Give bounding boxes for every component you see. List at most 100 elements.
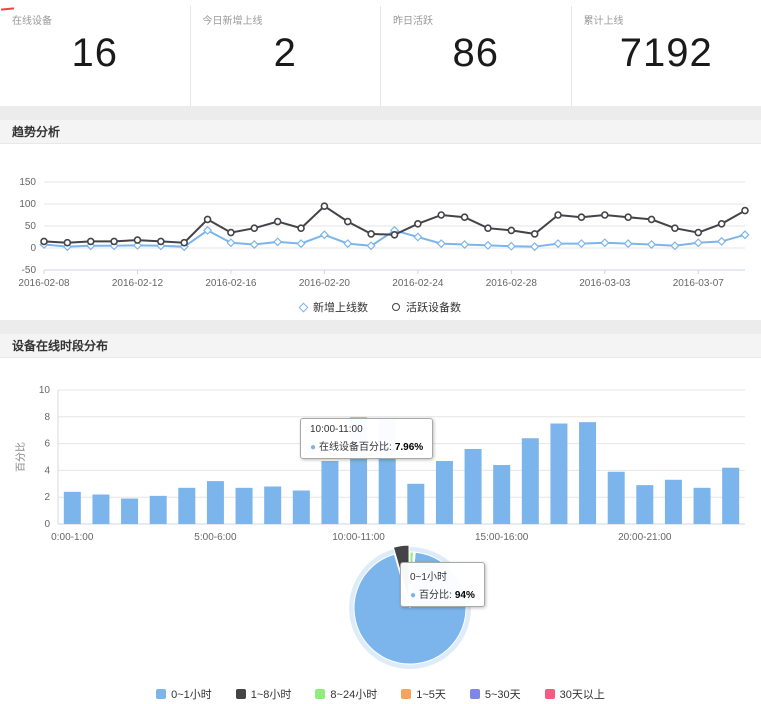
stat-card-total-online: 累计上线 7192 [572,6,761,106]
bar-1:00-2:00[interactable] [92,494,110,524]
pie-tooltip: 0~1小时 ● 百分比: 94% [400,562,485,607]
hours-bar-chart-area: 0 2 4 6 8 10 百分比 0:00-1:00 5:00-6:00 10:00-11:00 1… [0,358,761,544]
svg-text:-50: -50 [22,265,37,276]
section-divider [0,320,761,334]
bar-4:00-5:00[interactable] [178,487,196,524]
circle-marker-icon [392,303,400,311]
bar-7:00-8:00[interactable] [264,486,282,524]
svg-text:50: 50 [25,221,37,232]
legend-label: 30天以上 [559,689,605,701]
stat-card-active-yesterday: 昨日活跃 86 [381,6,572,106]
bar-5:00-6:00[interactable] [206,481,224,524]
bar-23:00-24:00[interactable] [722,467,740,524]
legend-label: 新增上线数 [313,302,368,314]
series-dot-icon: ● [410,590,417,601]
stat-label: 累计上线 [583,16,624,27]
svg-text:5:00-6:00: 5:00-6:00 [194,532,237,543]
stat-value: 2 [273,31,297,75]
bar-14:00-15:00[interactable] [464,448,482,524]
legend-swatch-icon [401,689,412,699]
svg-text:2016-03-03: 2016-03-03 [579,278,631,289]
svg-text:0: 0 [44,519,50,530]
svg-text:2016-02-16: 2016-02-16 [205,278,257,289]
legend-swatch-icon [469,689,480,699]
legend-item-新增上线数[interactable]: 新增上线数 [298,299,368,315]
hours-section-header: 设备在线时段分布 [0,334,761,358]
legend-swatch-icon [235,689,246,699]
bar-12:00-13:00[interactable] [407,483,425,524]
pie-legend-item-8~24小时[interactable]: 8~24小时 [315,686,377,702]
bar-15:00-16:00[interactable] [493,465,511,524]
legend-swatch-icon [315,689,326,699]
duration-pie-chart-area: 0~1小时 ● 百分比: 94% [0,544,761,684]
bar-2:00-3:00[interactable] [121,498,139,524]
stats-row: 在线设备 16 今日新增上线 2 昨日活跃 86 累计上线 7192 [0,6,761,106]
bar-19:00-20:00[interactable] [607,471,625,524]
bar-9:00-10:00[interactable] [321,461,339,524]
pie-legend-item-0~1小时[interactable]: 0~1小时 [156,686,212,702]
pie-legend-item-30天以上[interactable]: 30天以上 [544,686,605,702]
series-活跃设备数[interactable] [40,202,749,247]
svg-text:20:00-21:00: 20:00-21:00 [618,532,672,543]
stat-label: 在线设备 [12,16,52,27]
bar-18:00-19:00[interactable] [579,422,597,524]
series-dot-icon: ● [310,442,317,453]
stat-value: 7192 [619,31,713,75]
legend-label: 5~30天 [484,689,521,701]
svg-text:百分比: 百分比 [15,442,27,472]
pie-legend-item-1~8小时[interactable]: 1~8小时 [235,686,292,702]
diamond-marker-icon [298,302,309,312]
trend-legend: 新增上线数 活跃设备数 [0,294,761,320]
legend-label: 1~8小时 [250,689,292,701]
legend-label: 1~5天 [416,689,446,701]
svg-text:10: 10 [39,385,51,396]
bar-6:00-7:00[interactable] [235,487,253,524]
svg-text:2016-02-12: 2016-02-12 [112,278,164,289]
svg-text:8: 8 [44,412,50,423]
svg-text:15:00-16:00: 15:00-16:00 [475,532,529,543]
legend-item-活跃设备数[interactable]: 活跃设备数 [392,299,461,315]
bar-22:00-23:00[interactable] [693,487,711,524]
trend-section: 趋势分析 -50 0 50 100 150 2016-02-08 2016-02-12 201… [0,120,761,320]
tooltip-title: 0~1小时 [410,572,447,583]
svg-text:100: 100 [19,199,36,210]
svg-text:0: 0 [30,243,36,254]
bar-16:00-17:00[interactable] [521,438,539,524]
svg-text:2016-02-20: 2016-02-20 [299,278,351,289]
stat-value: 86 [452,31,499,75]
svg-text:6: 6 [44,439,50,450]
legend-label: 0~1小时 [171,689,212,701]
bar-3:00-4:00[interactable] [149,495,167,524]
svg-text:2016-02-28: 2016-02-28 [486,278,538,289]
pie-legend-item-1~5天[interactable]: 1~5天 [401,686,446,702]
bar-17:00-18:00[interactable] [550,423,568,525]
stat-label: 昨日活跃 [393,16,433,27]
legend-label: 8~24小时 [330,689,378,701]
bar-13:00-14:00[interactable] [435,461,453,524]
bar-21:00-22:00[interactable] [664,479,682,524]
svg-text:10:00-11:00: 10:00-11:00 [332,532,385,543]
svg-text:2016-03-07: 2016-03-07 [673,278,725,289]
hours-section-title: 设备在线时段分布 [12,339,109,353]
svg-text:2016-02-08: 2016-02-08 [18,278,70,289]
bar-20:00-21:00[interactable] [636,485,654,524]
stat-card-new-today: 今日新增上线 2 [191,6,381,106]
tooltip-value: 7.96% [394,442,424,453]
tooltip-series-label: 在线设备百分比: [319,442,392,453]
pie-legend-item-5~30天[interactable]: 5~30天 [469,686,521,702]
bar-tooltip: 10:00-11:00 ● 在线设备百分比: 7.96% [300,418,434,459]
trend-line-chart[interactable]: -50 0 50 100 150 2016-02-08 2016-02-12 2016-02-… [8,144,753,294]
svg-text:2: 2 [44,492,50,503]
pie-legend: 0~1小时 1~8小时 8~24小时 1~5天 5~30天 30天以上 [0,684,761,704]
duration-pie-chart[interactable] [8,544,753,684]
stat-label: 今日新增上线 [202,16,263,27]
trend-chart-area: -50 0 50 100 150 2016-02-08 2016-02-12 2016-02-… [0,144,761,294]
svg-text:4: 4 [44,465,50,476]
bar-0:00-1:00[interactable] [63,491,81,524]
tooltip-value-line: ● 在线设备百分比: 7.96% [310,438,423,453]
tooltip-value-line: ● 百分比: 94% [410,586,475,601]
bar-8:00-9:00[interactable] [292,490,310,525]
hours-section: 设备在线时段分布 0 2 4 6 8 10 百分比 0:00-1:00 5:00-6:00 10:… [0,334,761,704]
stat-card-online-devices: 在线设备 16 [0,6,191,106]
svg-text:2016-02-24: 2016-02-24 [392,278,444,289]
